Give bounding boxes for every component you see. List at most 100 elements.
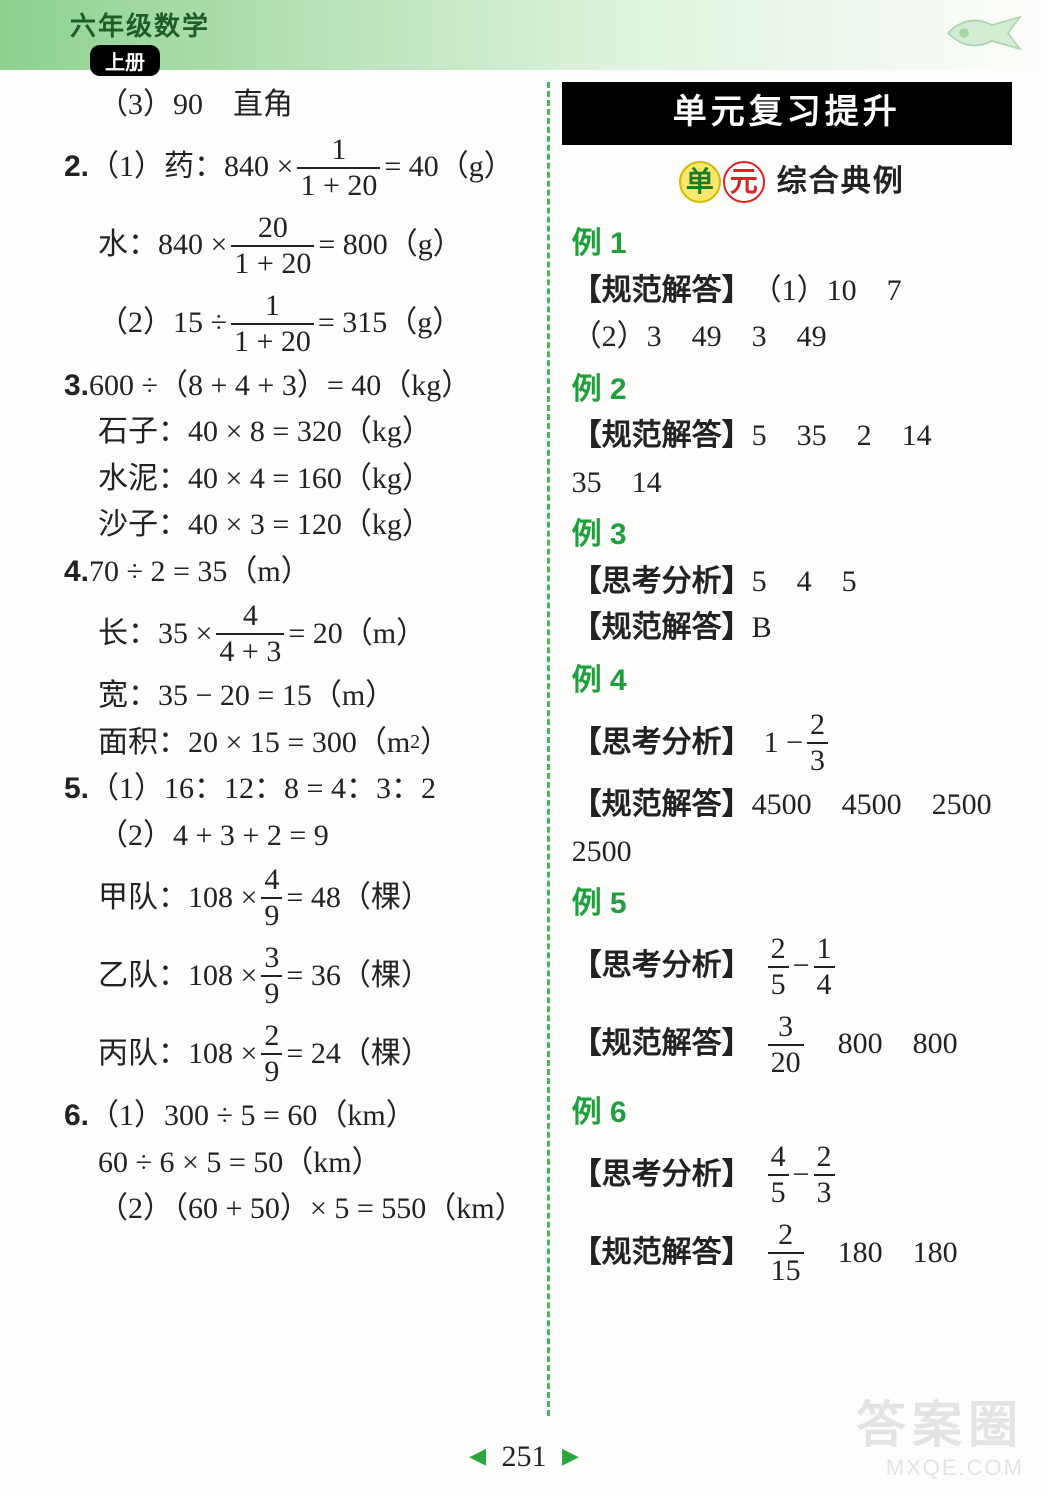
content-columns: （3）90 直角 2. （1）药：840 × 1 1 + 20 = 40（g） … [64,82,1012,1416]
ex5-ans: 【规范解答】 3 20 800 800 [572,1006,1012,1084]
watermark: 答案圈 MXQE.COM [856,1397,1024,1480]
q2-2-suf: = 315（g） [318,300,462,347]
badge-yuan: 元 [723,161,765,203]
q4-main: 4. 70 ÷ 2 = 35（m） [64,549,525,596]
ex5-sk: 【思考分析】 2 5 − 1 4 [572,928,1012,1006]
denominator: 4 + 3 [216,635,284,667]
ex6-ans: 【规范解答】 2 15 180 180 [572,1214,1012,1292]
q3-main-text: 600 ÷（8 + 4 + 3）= 40（kg） [89,363,471,410]
fraction: 2 9 [261,1021,282,1087]
ex1-a1-vals: （1）10 7 [752,268,902,315]
minus: − [793,1152,810,1199]
q5-yi: 乙队：108 × 3 9 = 36（棵） [64,937,525,1015]
q4-len-pre: 长：35 × [98,611,212,658]
q6-2: （2）（60 + 50）× 5 = 550（km） [64,1186,525,1233]
fraction: 1 1 + 20 [297,135,380,201]
fraction: 4 5 [768,1142,789,1208]
fraction: 3 9 [261,943,282,1009]
denominator: 5 [768,968,789,1000]
ex2-a1-vals: 5 35 2 14 [752,413,932,460]
numerator: 1 [231,291,314,325]
fraction: 2 3 [807,710,828,776]
q6-1: 6. （1）300 ÷ 5 = 60（km） [64,1093,525,1140]
squared: 2 [410,728,420,758]
q5-1-text: （1）16：12：8 = 4：3：2 [89,766,436,813]
numerator: 1 [297,135,380,169]
numerator: 3 [261,943,282,977]
numerator: 20 [231,213,314,247]
grade-title: 六年级数学 [70,6,210,43]
minus: − [793,943,810,990]
q4-main-text: 70 ÷ 2 = 35（m） [89,549,311,596]
ex5-ans-rest: 800 800 [808,1021,958,1068]
numerator: 2 [261,1021,282,1055]
ex3-ans-pre: 【规范解答】 [572,605,752,652]
q6-label: 6. [64,1093,89,1140]
ex5-title: 例 5 [572,881,1012,928]
ex3-sk-vals: 5 4 5 [752,559,857,606]
left-column: （3）90 直角 2. （1）药：840 × 1 1 + 20 = 40（g） … [64,82,547,1416]
ex1-a2: （2）3 49 3 49 [572,314,1012,361]
q5-jia: 甲队：108 × 4 9 = 48（棵） [64,859,525,937]
page-number-value: 251 [502,1440,547,1473]
q5-2: （2）4 + 3 + 2 = 9 [64,813,525,860]
numerator: 3 [768,1012,804,1046]
q4-len: 长：35 × 4 4 + 3 = 20（m） [64,595,525,673]
badge-row: 单 元 综合典例 [572,159,1012,206]
ex2-a1: 【规范解答】 5 35 2 14 [572,413,1012,460]
q5-bing: 丙队：108 × 2 9 = 24（棵） [64,1015,525,1093]
badge-label: 综合典例 [777,159,905,206]
q4-area-pre: 面积：20 × 15 = 300（m [98,720,410,767]
denominator: 4 [814,968,835,1000]
denominator: 15 [768,1254,804,1286]
q2-1-suf: = 40（g） [384,144,513,191]
ex4-sk: 【思考分析】 1 − 2 3 [572,704,1012,782]
denominator: 1 + 20 [297,169,380,201]
triangle-left-icon: ◀ [469,1443,486,1468]
ex3-title: 例 3 [572,512,1012,559]
ex3-sk: 【思考分析】 5 4 5 [572,559,1012,606]
watermark-line2: MXQE.COM [856,1455,1024,1480]
ex1-a1: 【规范解答】 （1）10 7 [572,268,1012,315]
denominator: 1 + 20 [231,247,314,279]
numerator: 4 [768,1142,789,1176]
numerator: 2 [814,1142,835,1176]
q3-c: 沙子：40 × 3 = 120（kg） [64,502,525,549]
ex4-ans1-vals: 4500 4500 2500 [752,782,992,829]
numerator: 4 [216,601,284,635]
ex1-title: 例 1 [572,221,1012,268]
numerator: 4 [261,865,282,899]
q3-main: 3. 600 ÷（8 + 4 + 3）= 40（kg） [64,363,525,410]
q4-wid: 宽：35 − 20 = 15（m） [64,673,525,720]
fraction: 20 1 + 20 [231,213,314,279]
ex6-sk-pre: 【思考分析】 [572,1152,752,1199]
right-column: 单元复习提升 单 元 综合典例 例 1 【规范解答】 （1）10 7 （2）3 … [550,82,1012,1416]
denominator: 3 [814,1176,835,1208]
ex3-ans-val: B [752,605,772,652]
fraction: 4 4 + 3 [216,601,284,667]
numerator: 2 [807,710,828,744]
triangle-right-icon: ▶ [562,1443,579,1468]
q2-2-pre: （2）15 ÷ [98,300,227,347]
ex3-sk-pre: 【思考分析】 [572,559,752,606]
denominator: 1 + 20 [231,325,314,357]
q5-bing-suf: = 24（棵） [286,1031,430,1078]
q5-1: 5. （1）16：12：8 = 4：3：2 [64,766,525,813]
decorative-ribbon-icon [944,8,1024,58]
q5-label: 5. [64,766,89,813]
ex6-title: 例 6 [572,1090,1012,1137]
q2-1-pre: （1）药：840 × [89,144,293,191]
numerator: 2 [768,1220,804,1254]
ex2-a-pre: 【规范解答】 [572,413,752,460]
q6-1b: 60 ÷ 6 × 5 = 50（km） [64,1140,525,1187]
ex3-ans: 【规范解答】 B [572,605,1012,652]
q2-w-pre: 水：840 × [98,222,227,269]
ex1-a1-pre: 【规范解答】 [572,268,752,315]
header-box: 六年级数学 上册 [70,6,210,76]
q5-jia-suf: = 48（棵） [286,875,430,922]
q4-len-suf: = 20（m） [288,611,426,658]
ex4-sk-pre: 【思考分析】 [572,720,752,767]
q3-a: 石子：40 × 8 = 320（kg） [64,409,525,456]
q5-yi-pre: 乙队：108 × [98,953,257,1000]
fraction: 1 1 + 20 [231,291,314,357]
